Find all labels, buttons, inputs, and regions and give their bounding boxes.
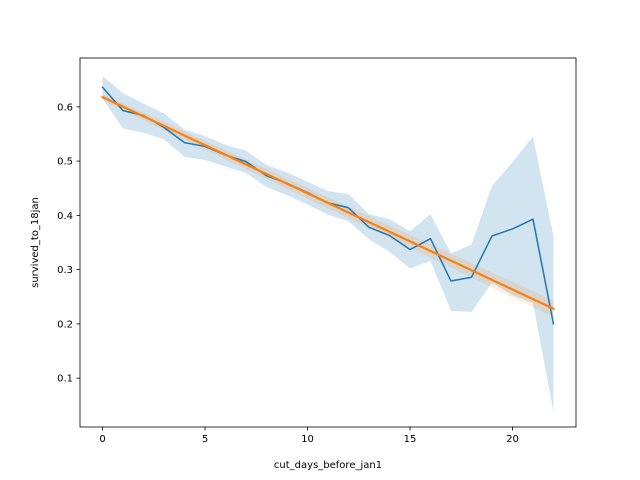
y-tick-label: 0.1 [57, 374, 73, 385]
y-tick-label: 0.6 [57, 102, 73, 113]
ci-band-mean [102, 75, 554, 412]
x-tick-label: 20 [506, 434, 519, 445]
series-lines [101, 86, 555, 325]
y-tick-label: 0.3 [57, 265, 73, 276]
x-axis-label: cut_days_before_jan1 [274, 460, 382, 471]
y-tick-label: 0.4 [57, 211, 73, 222]
x-tick-label: 10 [301, 434, 314, 445]
x-tick-label: 15 [404, 434, 417, 445]
y-tick-label: 0.5 [57, 157, 73, 168]
x-tick-label: 5 [202, 434, 208, 445]
y-axis-ticks: 0.1 0.2 0.3 0.4 0.5 0.6 [57, 102, 80, 385]
plot-frame [79, 57, 577, 428]
x-tick-label: 0 [99, 434, 105, 445]
y-tick-label: 0.2 [57, 319, 73, 330]
series-line-regression [101, 95, 555, 311]
y-axis-label: survived_to_18jan [30, 197, 41, 288]
x-axis-ticks: 0 5 10 15 20 [99, 427, 519, 445]
